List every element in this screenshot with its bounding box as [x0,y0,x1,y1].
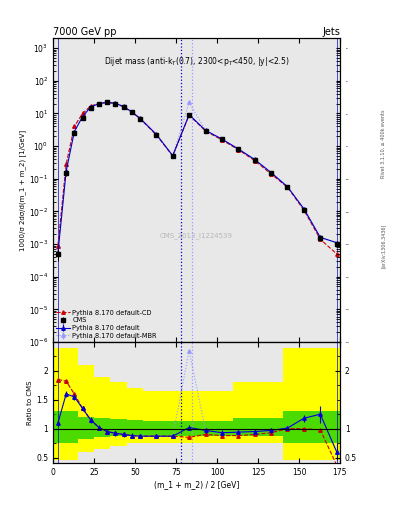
Bar [283,348,323,460]
Bar [78,417,94,439]
Line: Pythia 8.170 default-CD: Pythia 8.170 default-CD [56,100,338,255]
Pythia 8.170 default-CD [269,171,274,177]
Text: 7000 GeV pp: 7000 GeV pp [53,27,117,37]
Text: [arXiv:1306.3436]: [arXiv:1306.3436] [381,224,386,268]
Pythia 8.170 default-CD [301,207,306,213]
Bar [78,365,94,452]
X-axis label: (m_1 + m_2) / 2 [GeV]: (m_1 + m_2) / 2 [GeV] [154,480,239,489]
Bar [143,420,168,436]
Pythia 8.170 default-CD [105,99,110,105]
Text: Jets: Jets [322,27,340,37]
Bar [168,391,193,443]
Pythia 8.170 default-CD [138,116,142,122]
Bar [143,391,168,443]
Pythia 8.170 default-CD [187,112,191,118]
Pythia 8.170 default-CD [72,123,77,130]
Bar [53,348,61,460]
Pythia 8.170 default-CD [121,104,126,110]
Y-axis label: Ratio to CMS: Ratio to CMS [27,380,33,425]
Pythia 8.170 default-CD [334,251,339,257]
Pythia 8.170 default-CD [129,109,134,115]
Pythia 8.170 default-CD [171,153,175,159]
Bar [168,420,193,436]
Bar [233,382,283,443]
Pythia 8.170 default-CD [80,111,85,117]
Bar [61,348,78,460]
Bar [127,420,143,436]
Pythia 8.170 default-CD [97,100,101,106]
Bar [127,388,143,443]
Bar [323,411,340,443]
Bar [94,377,110,449]
Bar [61,411,78,443]
Pythia 8.170 default-CD [88,103,93,109]
Bar [94,418,110,437]
Pythia 8.170 default-CD [318,236,323,242]
Text: CMS_2013_I1224539: CMS_2013_I1224539 [160,232,233,239]
Text: Dijet mass (anti-k$_T$(0.7), 2300<p$_T$<450, |y|<2.5): Dijet mass (anti-k$_T$(0.7), 2300<p$_T$<… [104,55,289,68]
Pythia 8.170 default-CD [285,184,290,190]
Pythia 8.170 default-CD [64,161,68,167]
Pythia 8.170 default-CD [220,137,224,143]
Bar [193,420,233,436]
Pythia 8.170 default-CD [56,243,61,249]
Pythia 8.170 default-CD [252,158,257,164]
Pythia 8.170 default-CD [203,128,208,134]
Bar [110,419,127,436]
Bar [323,348,340,460]
Bar [233,418,283,436]
Bar [283,411,323,443]
Bar [193,391,233,443]
Legend: Pythia 8.170 default-CD, CMS, Pythia 8.170 default, Pythia 8.170 default-MBR: Pythia 8.170 default-CD, CMS, Pythia 8.1… [55,308,158,340]
Pythia 8.170 default-CD [113,100,118,106]
Bar [53,411,61,443]
Text: Rivet 3.1.10, ≥ 400k events: Rivet 3.1.10, ≥ 400k events [381,109,386,178]
Pythia 8.170 default-CD [154,132,159,138]
Bar [110,382,127,446]
Y-axis label: 1000/σ 2dσ/d(m_1 + m_2) [1/GeV]: 1000/σ 2dσ/d(m_1 + m_2) [1/GeV] [19,130,26,251]
Pythia 8.170 default-CD [236,146,241,153]
